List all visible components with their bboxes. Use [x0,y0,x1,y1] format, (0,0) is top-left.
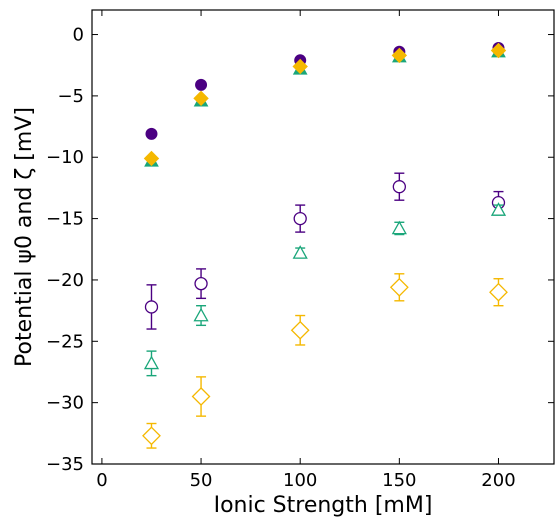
x-tick-label: 50 [190,470,213,491]
x-tick-label: 0 [96,470,107,491]
x-tick-label: 200 [481,470,515,491]
data-point-triangle [143,355,160,370]
y-tick-label: −10 [46,147,84,168]
y-tick-label: −20 [46,270,84,291]
data-point-circle [392,180,406,194]
plot-frame [91,9,555,465]
data-point-circle [144,300,159,314]
y-tick-label: −15 [46,209,84,230]
data-point-diamond [191,387,211,406]
data-point-triangle [391,220,407,235]
x-axis-label: Ionic Strength [mM] [214,493,433,517]
data-point-diamond [193,90,209,107]
y-tick-label: −5 [57,86,84,107]
data-point-circle [145,127,158,140]
data-point-circle [194,276,208,291]
series-1 [145,42,505,140]
data-point-triangle [490,202,507,216]
data-point-diamond [490,42,507,59]
y-tick-label: −30 [46,393,84,414]
data-point-diamond [489,282,508,302]
data-point-diamond [142,426,161,446]
x-tick-label: 100 [283,470,317,491]
series-5 [143,202,507,377]
y-tick-label: 0 [73,25,84,46]
x-tick-label: 150 [382,470,416,491]
data-point-diamond [389,277,409,297]
y-tick-label: −25 [46,331,84,352]
series-6 [142,273,508,449]
y-tick-label: −35 [46,454,84,475]
data-point-circle [293,211,307,226]
plot-area [142,42,508,449]
series-3 [143,42,507,167]
axes: 0 50 100 150 200 0 −5 −10 −15 −20 −25 −30 −35 [46,9,555,491]
data-point-diamond [391,47,408,64]
data-point-triangle [292,245,308,259]
data-point-circle [195,78,208,91]
series-2 [144,44,506,167]
y-axis-label: Potential ψ0 and ζ [mV] [12,107,37,367]
data-point-diamond [290,320,310,340]
data-point-triangle [193,307,209,322]
data-point-diamond [143,150,160,167]
data-point-diamond [292,58,308,75]
